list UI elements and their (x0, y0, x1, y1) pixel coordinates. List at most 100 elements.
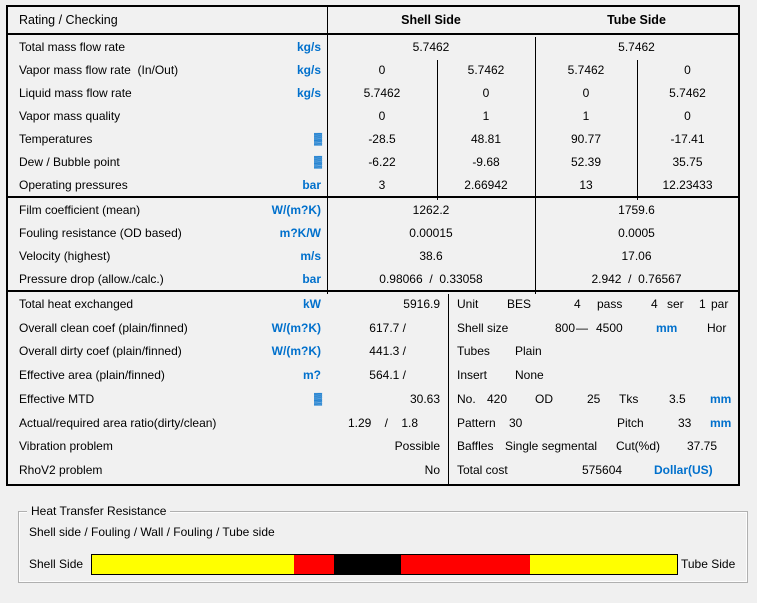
tube-value: 0.0005 (618, 225, 655, 240)
table-row: Actual/required area ratio(dirty/clean) … (8, 411, 448, 435)
summary-value: No (424, 463, 440, 478)
row-label: Effective MTD (19, 391, 95, 406)
geometry-value: 1 (699, 296, 706, 311)
row-label: Actual/required area ratio(dirty/clean) (19, 415, 217, 430)
table-row: Tubes Plain (448, 340, 738, 364)
row-unit: kg/s (296, 85, 321, 100)
table-row: Effective MTD ▓ 30.63 (8, 387, 448, 411)
table-row: Unit BES 4 pass 4 ser 1 par (448, 292, 738, 316)
shell-side-label: Shell Side (29, 557, 84, 571)
table-row: Temperatures ▓ -28.5 48.81 90.77 -17.41 (8, 127, 738, 150)
degc-unit-glyph: ▓ (313, 392, 322, 405)
tube-value: 1759.6 (618, 202, 655, 217)
unit-mm: mm (710, 391, 732, 406)
geometry-label: ser (667, 296, 684, 311)
geometry-label: par (711, 296, 729, 311)
row-unit: kW (303, 296, 321, 311)
row-label: RhoV2 problem (19, 463, 103, 478)
shell-out-value: 48.81 (470, 131, 502, 146)
dash-separator: — (576, 320, 588, 335)
row-unit: m/s (300, 248, 321, 263)
tube-out-value: 0 (684, 108, 691, 123)
row-unit: bar (302, 271, 321, 286)
rating-checking-table: Rating / Checking Shell Side Tube Side T… (6, 5, 740, 486)
tube-side-label: Tube Side (681, 557, 736, 571)
table-row: Effective area (plain/finned) m? 564.1 / (8, 363, 448, 387)
tube-value: 5.7462 (618, 39, 655, 54)
summary-section: Total heat exchanged kW 5916.9 Overall cl… (8, 292, 738, 482)
summary-value: 564.1 / (369, 368, 406, 383)
tube-out-value: 5.7462 (669, 85, 706, 100)
geometry-label: OD (535, 391, 553, 406)
geometry-label: Tks (619, 391, 639, 406)
resistance-legend-text: Shell side / Fouling / Wall / Fouling / … (29, 525, 275, 539)
row-label: Vibration problem (19, 439, 113, 454)
summary-value: 1.29 / 1.8 (347, 415, 418, 430)
tube-out-value: -17.41 (670, 131, 705, 146)
unit-mm: mm (656, 320, 678, 335)
panel-title: Heat Transfer Resistance (27, 504, 171, 518)
shell-in-value: -6.22 (368, 154, 396, 169)
geometry-value: 420 (487, 391, 508, 406)
table-row: Film coefficient (mean) W/(m?K) 1262.2 17… (8, 198, 738, 221)
geometry-value: 37.75 (687, 439, 718, 454)
geometry-value: Single segmental (505, 439, 598, 454)
shell-out-value: 2.66942 (464, 177, 508, 192)
row-label: Fouling resistance (OD based) (19, 225, 182, 240)
summary-value: 617.7 / (369, 320, 406, 335)
row-label: Overall clean coef (plain/finned) (19, 320, 188, 335)
row-unit: W/(m?K) (271, 202, 321, 217)
shell-in-value: 0 (378, 108, 386, 123)
geometry-value: 4 (574, 296, 581, 311)
row-label: Velocity (highest) (19, 248, 111, 263)
table-row: Baffles Single segmental Cut(%d) 37.75 (448, 435, 738, 459)
table-row: Velocity (highest) m/s 38.6 17.06 (8, 244, 738, 267)
shell-out-value: 1 (482, 108, 490, 123)
row-unit: W/(m?K) (271, 320, 321, 335)
summary-value: 5916.9 (403, 296, 440, 311)
row-label: Pressure drop (allow./calc.) (19, 271, 164, 286)
shell-value: 38.6 (419, 248, 443, 263)
geometry-label: Shell size (457, 320, 509, 335)
row-unit: m? (303, 368, 321, 383)
shell-in-value: 0 (378, 62, 386, 77)
tube-side-header: Tube Side (607, 13, 666, 27)
geometry-value: 25 (587, 391, 601, 406)
geometry-value: 4 (651, 296, 658, 311)
row-label: Film coefficient (mean) (19, 202, 141, 217)
row-label: Total heat exchanged (19, 296, 134, 311)
table-row: Total mass flow rate kg/s 5.7462 5.7462 (8, 35, 738, 58)
geometry-value: BES (507, 296, 532, 311)
geometry-label: Total cost (457, 463, 508, 478)
table-row: Vapor mass quality 0 1 1 0 (8, 104, 738, 127)
shell-value: 0.98066 / 0.33058 (379, 271, 483, 286)
shell-in-value: -28.5 (368, 131, 396, 146)
row-unit: m?K/W (279, 225, 321, 240)
table-row: Pattern 30 Pitch 33 mm (448, 411, 738, 435)
table-row: Vapor mass flow rate (In/Out) kg/s 0 5.74… (8, 58, 738, 81)
tube-in-value: 90.77 (570, 131, 602, 146)
geometry-label: Insert (457, 368, 488, 383)
geometry-label: No. (457, 391, 476, 406)
shell-side-resistance-segment (92, 555, 295, 574)
tube-out-value: 12.23433 (662, 177, 713, 192)
tube-in-value: 1 (582, 108, 590, 123)
row-label: Temperatures (19, 131, 93, 146)
wall-resistance-segment (334, 555, 401, 574)
table-row: Pressure drop (allow./calc.) bar 0.98066 … (8, 267, 738, 290)
flows-section: Total mass flow rate kg/s 5.7462 5.7462 V… (8, 35, 738, 198)
shell-out-value: -9.68 (472, 154, 500, 169)
table-row: Liquid mass flow rate kg/s 5.7462 0 0 5.7… (8, 81, 738, 104)
tube-in-value: 5.7462 (567, 62, 605, 77)
tube-value: 17.06 (621, 248, 652, 263)
heat-transfer-resistance-panel: Heat Transfer Resistance Shell side / Fo… (18, 504, 748, 583)
tube-in-value: 13 (579, 177, 593, 192)
tube-fouling-resistance-segment (400, 555, 531, 574)
geometry-value: 3.5 (669, 391, 686, 406)
currency-unit: Dollar(US) (654, 463, 713, 478)
shell-inout-divider (437, 60, 438, 200)
tube-in-value: 0 (582, 85, 590, 100)
coefficients-section: Film coefficient (mean) W/(m?K) 1262.2 17… (8, 198, 738, 292)
tube-in-value: 52.39 (570, 154, 602, 169)
table-row: RhoV2 problem No (8, 458, 448, 482)
